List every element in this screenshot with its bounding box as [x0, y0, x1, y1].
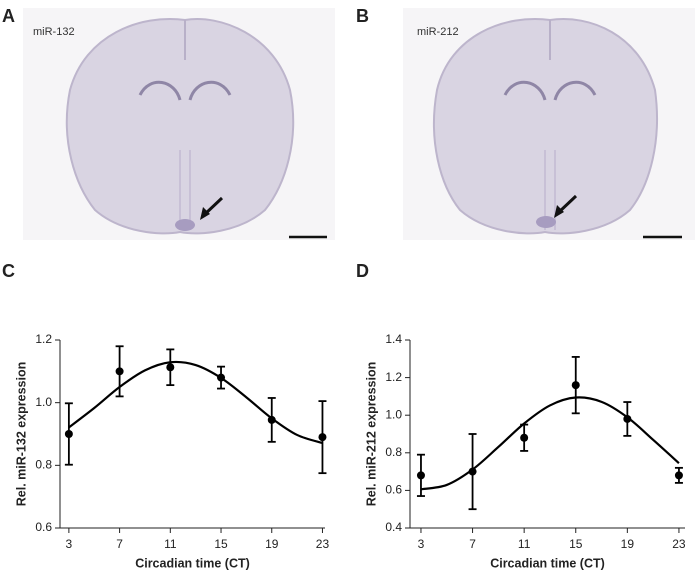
x-tick-label: 23 — [316, 537, 330, 551]
y-tick-label: 1.2 — [35, 332, 52, 346]
image-label: miR-132 — [33, 26, 75, 38]
data-point — [520, 433, 529, 442]
brain-image-b: miR-212 — [403, 8, 695, 240]
y-tick-label: 0.6 — [35, 520, 52, 534]
data-point — [623, 414, 632, 423]
fit-curve — [68, 360, 323, 445]
y-tick-label: 0.8 — [385, 445, 402, 459]
y-axis-title: Rel. miR-132 expression — [14, 362, 28, 507]
y-tick-label: 1.0 — [35, 395, 52, 409]
image-label: miR-212 — [417, 26, 459, 38]
x-tick-label: 19 — [265, 537, 279, 551]
x-tick-label: 15 — [569, 537, 583, 551]
y-tick-label: 0.6 — [385, 483, 402, 497]
panel-label: C — [2, 261, 15, 281]
x-tick-label: 15 — [214, 537, 228, 551]
x-axis-title: Circadian time (CT) — [490, 556, 605, 570]
panel-label: A — [2, 6, 15, 26]
panel-label: D — [356, 261, 369, 281]
data-point — [267, 415, 276, 424]
x-tick-label: 11 — [518, 537, 531, 551]
y-tick-label: 1.4 — [385, 332, 402, 346]
x-tick-label: 3 — [418, 537, 425, 551]
data-point — [416, 471, 425, 480]
x-tick-label: 7 — [469, 537, 476, 551]
y-axis-title: Rel. miR-212 expression — [364, 362, 378, 507]
data-point — [468, 467, 477, 476]
data-point — [318, 433, 327, 442]
y-tick-label: 0.8 — [35, 458, 52, 472]
x-axis-title: Circadian time (CT) — [135, 556, 250, 570]
data-point — [217, 373, 226, 382]
x-tick-label: 19 — [621, 537, 635, 551]
brain-image-a: miR-132 — [23, 8, 335, 240]
x-tick-label: 11 — [164, 537, 177, 551]
x-tick-label: 3 — [66, 537, 73, 551]
data-point — [115, 367, 124, 376]
data-point — [64, 430, 73, 438]
data-point — [166, 363, 175, 372]
y-tick-label: 1.0 — [385, 407, 402, 421]
panel-label: B — [356, 6, 369, 26]
x-tick-label: 7 — [116, 537, 123, 551]
y-tick-label: 0.4 — [385, 520, 402, 534]
y-tick-label: 1.2 — [385, 370, 402, 384]
data-point — [674, 471, 683, 480]
data-point — [571, 381, 580, 390]
x-tick-label: 23 — [672, 537, 686, 551]
fit-curve — [420, 396, 680, 491]
